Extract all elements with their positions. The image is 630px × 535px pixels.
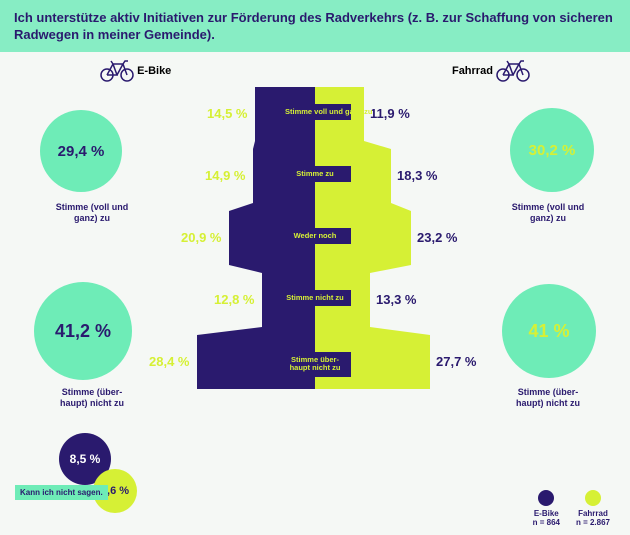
title-text: Ich unterstütze aktiv Initiativen zur Fö…	[14, 10, 613, 42]
ebike-label: E-Bike	[137, 65, 171, 77]
category-pill-0: Stimme voll und ganz zu	[279, 104, 351, 120]
pct-right-4: 27,7 %	[436, 354, 476, 369]
agree-circle-right: 30,2 %	[510, 108, 594, 192]
chart-area: E-Bike Fahrrad 29,4 % Stimme (voll und g…	[0, 52, 630, 535]
disagree-circle-right: 41 %	[502, 284, 596, 378]
pct-right-3: 13,3 %	[376, 292, 416, 307]
na-label: Kann ich nicht sagen.	[15, 485, 108, 500]
legend-ebike: E-Bike n = 864	[533, 490, 560, 527]
ebike-header: E-Bike	[100, 60, 171, 82]
pct-left-1: 14,9 %	[205, 168, 245, 183]
disagree-circle-left: 41,2 %	[34, 282, 132, 380]
pct-right-2: 23,2 %	[417, 230, 457, 245]
pct-right-0: 11,9 %	[370, 106, 410, 121]
title-bar: Ich unterstütze aktiv Initiativen zur Fö…	[0, 0, 630, 52]
pct-left-2: 20,9 %	[181, 230, 221, 245]
pct-left-4: 28,4 %	[149, 354, 189, 369]
legend-dot-fahrrad	[585, 490, 601, 506]
pct-right-1: 18,3 %	[397, 168, 437, 183]
category-pill-1: Stimme zu	[279, 166, 351, 182]
legend-fahrrad: Fahrrad n = 2.867	[576, 490, 610, 527]
disagree-circle-left-label: Stimme (über- haupt) nicht zu	[52, 387, 132, 409]
category-pill-3: Stimme nicht zu	[279, 290, 351, 306]
legend-dot-ebike	[538, 490, 554, 506]
pct-left-0: 14,5 %	[207, 106, 247, 121]
category-pill-4: Stimme über- haupt nicht zu	[279, 352, 351, 377]
fahrrad-label: Fahrrad	[452, 65, 493, 77]
category-pill-2: Weder noch	[279, 228, 351, 244]
bike-icon	[496, 60, 530, 82]
disagree-circle-right-label: Stimme (über- haupt) nicht zu	[508, 387, 588, 409]
agree-circle-right-label: Stimme (voll und ganz) zu	[508, 202, 588, 224]
agree-circle-left: 29,4 %	[40, 110, 122, 192]
na-circles: 8,5 % 5,6 % Kann ich nicht sagen.	[45, 425, 195, 530]
agree-circle-left-label: Stimme (voll und ganz) zu	[52, 202, 132, 224]
bike-icon	[100, 60, 134, 82]
legend: E-Bike n = 864 Fahrrad n = 2.867	[533, 490, 610, 527]
pct-left-3: 12,8 %	[214, 292, 254, 307]
fahrrad-header: Fahrrad	[452, 60, 530, 82]
